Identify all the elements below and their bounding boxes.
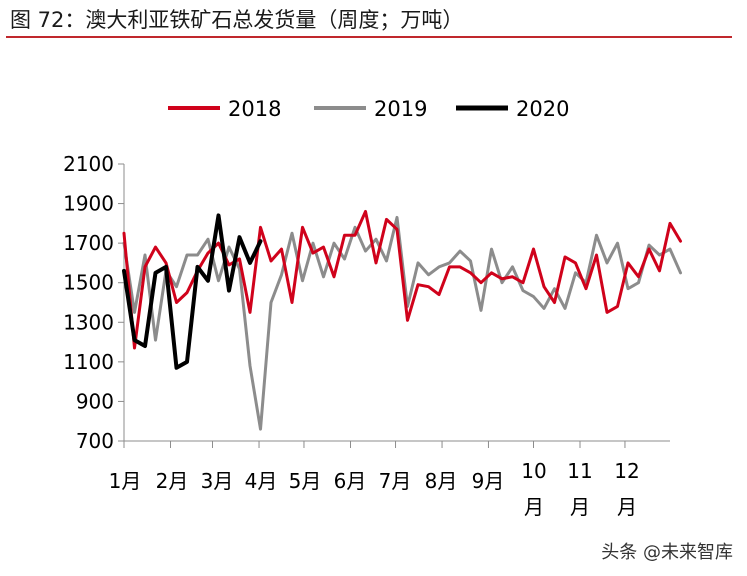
month-label: 5月 bbox=[289, 469, 322, 493]
x-tick-label: 3月 bbox=[201, 469, 234, 493]
x-tick-label: 7月 bbox=[379, 469, 412, 493]
month-label: 2月 bbox=[156, 469, 189, 493]
watermark: 头条 @未来智库 bbox=[601, 542, 733, 563]
month-label: 8月 bbox=[425, 469, 458, 493]
x-tick-label: 5月 bbox=[289, 469, 322, 493]
month-label: 1月 bbox=[109, 469, 142, 493]
chart-title: 图 72：澳大利亚铁矿石总发货量（周度；万吨） bbox=[10, 8, 464, 32]
y-tick-label: 900 bbox=[76, 389, 114, 413]
x-tick-label: 4月 bbox=[245, 469, 278, 493]
month-label: 7月 bbox=[379, 469, 412, 493]
legend-label: 2018 bbox=[228, 97, 281, 121]
y-tick-label: 1300 bbox=[63, 310, 114, 334]
y-tick-label: 1700 bbox=[63, 231, 114, 255]
legend-item-2018: 2018 bbox=[168, 97, 281, 121]
x-tick-label: 12 月 bbox=[614, 459, 639, 519]
month-label: 3月 bbox=[201, 469, 234, 493]
month-label-number: 11 bbox=[567, 459, 592, 483]
x-tick-label: 1月 bbox=[109, 469, 142, 493]
legend-label: 2020 bbox=[516, 97, 569, 121]
legend: 2018 2019 2020 bbox=[168, 97, 569, 121]
y-tick-label: 2100 bbox=[63, 152, 114, 176]
legend-item-2019: 2019 bbox=[314, 97, 427, 121]
legend-label: 2019 bbox=[374, 97, 427, 121]
month-label-number: 10 bbox=[521, 459, 546, 483]
series-line-2019 bbox=[122, 215, 682, 431]
axes: 700 900 1100 1300 1500 1700 1900 2100 1月 2月 3月 4月 5月… bbox=[63, 152, 670, 519]
title-divider bbox=[6, 36, 732, 38]
month-label-unit: 月 bbox=[524, 495, 544, 519]
legend-item-2020: 2020 bbox=[456, 97, 569, 121]
y-tick-label: 1100 bbox=[63, 350, 114, 374]
y-tick-label: 1500 bbox=[63, 271, 114, 295]
month-label-number: 12 bbox=[614, 459, 639, 483]
month-label-unit: 月 bbox=[617, 495, 637, 519]
month-label: 6月 bbox=[334, 469, 367, 493]
x-tick-label: 10 月 bbox=[521, 459, 546, 519]
x-tick-label: 9月 bbox=[472, 469, 505, 493]
series-line-2018 bbox=[122, 209, 682, 350]
x-tick-label: 6月 bbox=[334, 469, 367, 493]
y-tick-label: 1900 bbox=[63, 192, 114, 216]
month-label-unit: 月 bbox=[570, 495, 590, 519]
y-tick-label: 700 bbox=[76, 429, 114, 453]
x-tick-label: 8月 bbox=[425, 469, 458, 493]
x-tick-label: 11 月 bbox=[567, 459, 592, 519]
series-line-2020 bbox=[122, 213, 263, 370]
x-tick-label: 2月 bbox=[156, 469, 189, 493]
series-lines bbox=[122, 209, 682, 431]
month-label: 4月 bbox=[245, 469, 278, 493]
month-label: 9月 bbox=[472, 469, 505, 493]
